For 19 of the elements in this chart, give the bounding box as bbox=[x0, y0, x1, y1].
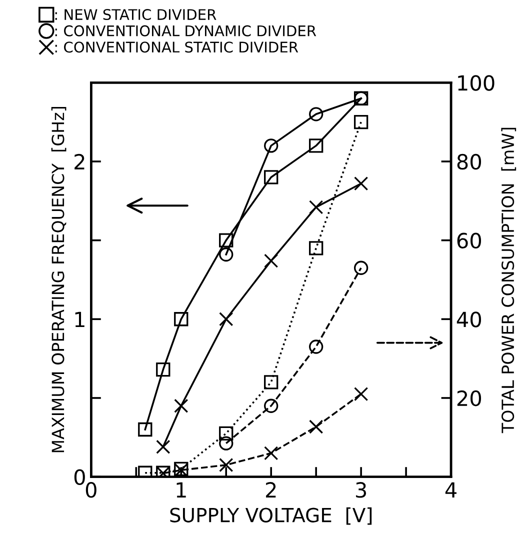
x-tick-label: 2 bbox=[266, 482, 276, 498]
legend-label: : NEW STATIC DIVIDER bbox=[55, 9, 216, 20]
legend-label: : CONVENTIONAL DYNAMIC DIVIDER bbox=[55, 25, 316, 36]
x-axis-title: SUPPLY VOLTAGE [V] bbox=[170, 507, 372, 525]
y2-tick-label: 20 bbox=[457, 390, 482, 406]
y2-tick-label: 80 bbox=[457, 154, 482, 170]
y2-tick-label: 100 bbox=[458, 75, 494, 91]
y2-tick-label: 40 bbox=[456, 312, 482, 328]
x-tick-label: 3 bbox=[356, 482, 366, 498]
y-tick-label: 1 bbox=[75, 312, 84, 328]
y2-tick-label: 60 bbox=[457, 232, 482, 249]
y-axis-title: MAXIMUM OPERATING FREQUENCY [GHz] bbox=[51, 107, 66, 452]
y-tick-label: 0 bbox=[74, 469, 85, 486]
y-tick-label: 2 bbox=[74, 154, 84, 170]
x-tick-label: 1 bbox=[176, 482, 186, 498]
y2-axis-title: TOTAL POWER CONSUMPTION [mW] bbox=[501, 128, 516, 434]
legend-label: : CONVENTIONAL STATIC DIVIDER bbox=[55, 42, 298, 53]
x-tick-label: 0 bbox=[86, 482, 96, 498]
x-tick-label: 4 bbox=[445, 482, 456, 498]
